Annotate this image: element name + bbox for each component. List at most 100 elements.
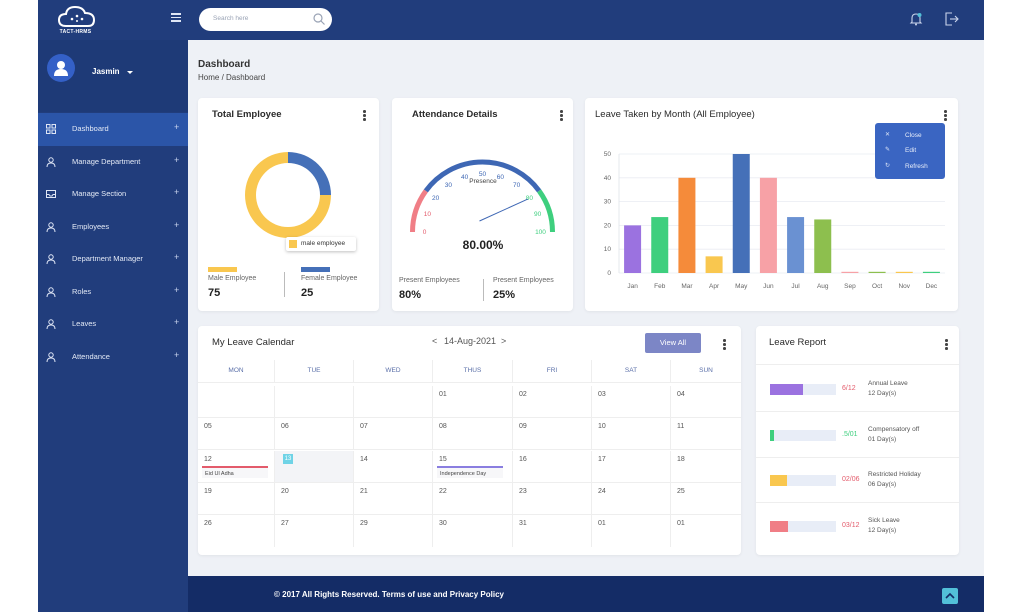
bar-feb[interactable] xyxy=(651,217,669,273)
bar-jun[interactable] xyxy=(759,177,777,273)
calendar-cell[interactable]: 02 xyxy=(513,386,592,418)
avatar[interactable] xyxy=(47,54,75,82)
calendar-cell[interactable]: 01 xyxy=(433,386,513,418)
expand-icon[interactable]: + xyxy=(174,122,180,132)
calendar-cell[interactable]: 01 xyxy=(592,515,671,548)
calendar-cell[interactable]: 23 xyxy=(513,482,592,515)
sidebar-item-dashboard[interactable]: Dashboard + xyxy=(38,113,188,146)
search-icon[interactable] xyxy=(313,13,325,25)
more-options-icon[interactable] xyxy=(363,110,366,122)
female-slice[interactable] xyxy=(288,152,331,195)
sidebar-item-department-manager[interactable]: Department Manager + xyxy=(38,243,188,276)
sidebar-item-manage-section[interactable]: Manage Section + xyxy=(38,178,188,211)
calendar-date: 13 xyxy=(283,453,293,464)
calendar-date: 14 xyxy=(360,455,368,463)
calendar-cell[interactable]: 22 xyxy=(433,482,513,515)
expand-icon[interactable]: + xyxy=(174,317,180,327)
calendar-event[interactable]: Independence Day xyxy=(437,465,503,478)
calendar-cell[interactable]: 09 xyxy=(513,418,592,451)
calendar-date: 22 xyxy=(439,487,447,495)
menu-item-label: Refresh xyxy=(905,163,928,170)
search-input[interactable]: Search here xyxy=(199,8,332,31)
calendar-cell[interactable]: 13 xyxy=(275,450,354,483)
menu-item-edit[interactable]: ✎ Edit xyxy=(875,143,945,158)
calendar-cell[interactable]: 29 xyxy=(354,515,433,548)
calendar-cell[interactable]: 31 xyxy=(513,515,592,548)
calendar-cell[interactable]: 06 xyxy=(275,418,354,451)
user-name[interactable]: Jasmin xyxy=(92,67,120,76)
user-icon xyxy=(46,254,56,264)
calendar-cell[interactable]: 25 xyxy=(671,483,741,515)
bar-sep[interactable] xyxy=(841,271,859,273)
more-options-icon[interactable] xyxy=(944,110,947,122)
sidebar-item-leaves[interactable]: Leaves + xyxy=(38,308,188,341)
expand-icon[interactable]: + xyxy=(174,219,180,230)
more-options-icon[interactable] xyxy=(723,339,726,351)
bar-may[interactable] xyxy=(732,154,750,273)
calendar-cell[interactable]: 14 xyxy=(354,450,433,483)
sidebar-item-manage-department[interactable]: Manage Department + xyxy=(38,146,188,179)
sidebar-item-attendance[interactable]: Attendance + xyxy=(38,341,188,374)
menu-item-close[interactable]: ✕ Close xyxy=(875,128,945,143)
logout-icon[interactable] xyxy=(945,12,959,26)
calendar-cell[interactable]: 04 xyxy=(671,386,741,418)
bar-mar[interactable] xyxy=(678,177,696,273)
footer-text[interactable]: © 2017 All Rights Reserved. Terms of use… xyxy=(274,590,504,599)
bar-nov[interactable] xyxy=(895,271,913,273)
calendar-cell[interactable]: 21 xyxy=(354,482,433,515)
bar-dec[interactable] xyxy=(922,271,940,273)
calendar-cell[interactable]: 30 xyxy=(433,515,513,548)
calendar-cell[interactable]: 10 xyxy=(592,418,671,451)
calendar-cell[interactable]: 11 xyxy=(671,418,741,451)
calendar-cell[interactable]: 08 xyxy=(433,418,513,451)
top-bar: Search here xyxy=(188,0,984,40)
expand-icon[interactable]: + xyxy=(174,284,180,295)
menu-item-refresh[interactable]: ↻ Refresh xyxy=(875,159,945,174)
bar-aug[interactable] xyxy=(814,219,832,273)
calendar-cell[interactable]: 07 xyxy=(354,418,433,451)
expand-icon[interactable]: + xyxy=(174,187,180,197)
calendar-cell[interactable] xyxy=(198,386,275,418)
calendar-cell[interactable]: 27 xyxy=(275,515,354,548)
calendar-cell[interactable]: 26 xyxy=(198,515,275,548)
calendar-cell[interactable] xyxy=(354,386,433,418)
calendar-cell[interactable]: 19 xyxy=(198,482,275,515)
calendar-event[interactable]: Eid Ul Adha xyxy=(202,465,268,478)
refresh-icon: ↻ xyxy=(885,163,891,169)
calendar-cell[interactable]: 17 xyxy=(592,450,671,483)
sidebar-item-roles[interactable]: Roles + xyxy=(38,276,188,309)
more-options-icon[interactable] xyxy=(945,339,948,351)
breadcrumb[interactable]: Home / Dashboard xyxy=(198,73,266,82)
next-month-button[interactable]: > xyxy=(501,336,507,346)
calendar-cell[interactable]: 15 Independence Day xyxy=(433,450,513,483)
expand-icon[interactable]: + xyxy=(174,154,180,165)
brand-logo[interactable]: TACT-HRMS xyxy=(38,0,188,40)
sidebar-item-employees[interactable]: Employees + xyxy=(38,211,188,244)
calendar-cell[interactable]: 01 xyxy=(671,515,741,547)
expand-icon[interactable]: + xyxy=(174,349,180,360)
calendar-date: 19 xyxy=(204,487,212,495)
calendar-cell[interactable] xyxy=(275,386,354,418)
calendar-current-date: 14-Aug-2021 xyxy=(444,336,497,346)
prev-month-button[interactable]: < xyxy=(432,336,438,346)
calendar-cell[interactable]: 05 xyxy=(198,418,275,451)
caret-down-icon[interactable] xyxy=(127,71,133,74)
calendar-cell[interactable]: 20 xyxy=(275,482,354,515)
bar-jul[interactable] xyxy=(787,217,805,273)
calendar-cell[interactable]: 16 xyxy=(513,450,592,483)
calendar-cell[interactable]: 18 xyxy=(671,451,741,483)
view-all-button[interactable]: View All xyxy=(645,333,701,353)
menu-toggle-icon[interactable] xyxy=(171,13,181,22)
scroll-top-button[interactable] xyxy=(942,588,958,604)
more-options-icon[interactable] xyxy=(560,110,563,122)
bar-apr[interactable] xyxy=(705,256,723,273)
calendar-cell[interactable]: 03 xyxy=(592,386,671,418)
bar-oct[interactable] xyxy=(868,271,886,273)
leave-count: .5/01 xyxy=(842,430,858,438)
bell-icon[interactable] xyxy=(909,12,923,26)
bar-jan[interactable] xyxy=(624,225,642,273)
calendar-cell[interactable]: 24 xyxy=(592,482,671,515)
calendar-cell[interactable]: 12 Eid Ul Adha xyxy=(198,450,275,483)
calendar-date: 30 xyxy=(439,520,447,528)
expand-icon[interactable]: + xyxy=(174,252,180,262)
